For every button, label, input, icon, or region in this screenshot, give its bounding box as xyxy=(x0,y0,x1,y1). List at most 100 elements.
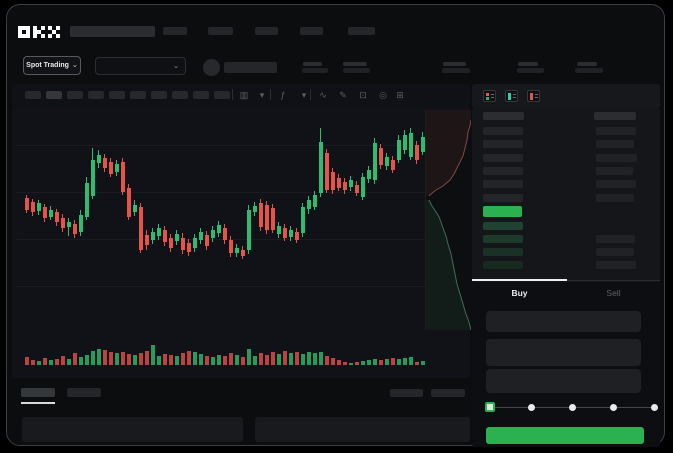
row-mark xyxy=(535,94,538,95)
orderbook-combined-icon[interactable] xyxy=(483,90,496,102)
slider-stop[interactable] xyxy=(650,404,658,411)
total-input-placeholder[interactable] xyxy=(486,369,641,393)
nav-item-placeholder[interactable] xyxy=(300,27,323,35)
okx-logo[interactable]: OKX xyxy=(18,25,60,38)
volume-bar xyxy=(385,359,389,365)
slider-stop[interactable] xyxy=(568,404,576,411)
orderbook-bids-icon[interactable] xyxy=(505,90,518,102)
fullscreen-icon[interactable]: ⊞ xyxy=(396,90,404,100)
volume-bar xyxy=(217,355,221,365)
slider-stop[interactable] xyxy=(527,404,535,411)
timeframe-button[interactable] xyxy=(214,91,230,99)
stat-value-placeholder xyxy=(343,68,370,73)
bid-price-bar[interactable] xyxy=(483,235,523,243)
candle-body xyxy=(241,250,245,256)
volume-bar xyxy=(277,354,281,365)
candle-body xyxy=(121,162,125,192)
ask-price-bar[interactable] xyxy=(483,140,523,148)
chart-type-icon[interactable]: ▥ xyxy=(239,90,249,100)
candle-body xyxy=(97,155,101,163)
candle-body xyxy=(343,182,347,190)
nav-item-placeholder[interactable] xyxy=(255,27,278,35)
price-input-placeholder[interactable] xyxy=(486,311,641,332)
row-mark xyxy=(491,97,494,98)
chevron-down-icon[interactable]: ▾ xyxy=(301,90,307,100)
bid-price-bar[interactable] xyxy=(483,248,523,256)
header-search-placeholder[interactable] xyxy=(70,26,155,37)
candlestick-chart[interactable] xyxy=(12,106,470,378)
buy-submit-button[interactable] xyxy=(486,427,644,444)
bid-amount-bar[interactable] xyxy=(596,261,636,269)
candle-body xyxy=(79,215,83,232)
volume-bar xyxy=(241,357,245,365)
ask-price-bar[interactable] xyxy=(483,180,523,188)
chevron-down-icon[interactable]: ▾ xyxy=(259,90,265,100)
volume-bar xyxy=(343,362,347,365)
gridline xyxy=(17,192,466,193)
active-tab-underline xyxy=(472,279,567,281)
order-history-placeholder[interactable] xyxy=(255,417,470,442)
volume-bar xyxy=(115,353,119,365)
timeframe-button[interactable] xyxy=(46,91,62,99)
bid-mark xyxy=(508,93,511,100)
timeframe-button[interactable] xyxy=(109,91,125,99)
orderbook-asks-icon[interactable] xyxy=(527,90,540,102)
bottom-tab-placeholder[interactable] xyxy=(67,388,101,397)
timeframe-button[interactable] xyxy=(151,91,167,99)
slider-handle[interactable] xyxy=(485,402,495,412)
bid-price-bar[interactable] xyxy=(483,261,523,269)
bid-mark xyxy=(486,97,489,100)
timeframe-button[interactable] xyxy=(130,91,146,99)
bid-price-bar[interactable] xyxy=(483,222,523,230)
candle-body xyxy=(49,210,53,217)
timeframe-button[interactable] xyxy=(25,91,41,99)
tab-buy[interactable]: Buy xyxy=(511,288,528,298)
candle-body xyxy=(403,135,407,150)
tab-sell[interactable]: Sell xyxy=(606,288,621,298)
candle-body xyxy=(373,143,377,180)
volume-bar xyxy=(355,362,359,365)
amount-input-placeholder[interactable] xyxy=(486,339,641,366)
ask-price-bar[interactable] xyxy=(483,127,523,135)
orderbook-amount-header-placeholder xyxy=(594,112,636,120)
market-type-dropdown[interactable]: Spot Trading ⌄ xyxy=(23,56,81,75)
ask-amount-bar[interactable] xyxy=(596,180,636,188)
candle-body xyxy=(409,133,413,157)
timeframe-button[interactable] xyxy=(172,91,188,99)
nav-item-placeholder[interactable] xyxy=(208,27,233,35)
ask-price-bar[interactable] xyxy=(483,154,523,162)
nav-item-placeholder[interactable] xyxy=(348,27,375,35)
market-type-label: Spot Trading xyxy=(26,62,69,69)
timeframe-button[interactable] xyxy=(193,91,209,99)
ask-price-bar[interactable] xyxy=(483,167,523,175)
tab-divider xyxy=(567,280,660,281)
chevron-down-icon: ⌄ xyxy=(173,62,179,70)
candle-body xyxy=(37,203,41,211)
timeframe-button[interactable] xyxy=(88,91,104,99)
bottom-action-placeholder[interactable] xyxy=(390,389,423,397)
indicators-icon[interactable]: ƒ xyxy=(280,90,286,100)
bottom-action-placeholder[interactable] xyxy=(431,389,465,397)
candle-body xyxy=(199,232,203,240)
slider-stop[interactable] xyxy=(609,404,617,411)
draw-icon[interactable]: ✎ xyxy=(339,90,347,100)
candle-body xyxy=(139,207,143,250)
ask-amount-bar[interactable] xyxy=(596,154,637,162)
candle-wick xyxy=(68,218,69,236)
pair-selector-dropdown[interactable]: ⌄ xyxy=(95,57,186,75)
settings-icon[interactable]: ◎ xyxy=(379,90,387,100)
open-orders-placeholder[interactable] xyxy=(22,417,243,442)
line-tool-icon[interactable]: ∿ xyxy=(319,90,327,100)
candle-body xyxy=(145,235,149,245)
bottom-tab-active-placeholder[interactable] xyxy=(21,388,55,397)
ask-amount-bar[interactable] xyxy=(596,140,634,148)
ask-price-bar[interactable] xyxy=(483,194,523,202)
ask-amount-bar[interactable] xyxy=(596,127,636,135)
nav-item-placeholder[interactable] xyxy=(163,27,187,35)
timeframe-button[interactable] xyxy=(67,91,83,99)
ask-amount-bar[interactable] xyxy=(596,194,634,202)
bid-amount-bar[interactable] xyxy=(596,235,635,243)
ask-amount-bar[interactable] xyxy=(596,167,633,175)
bid-amount-bar[interactable] xyxy=(596,248,634,256)
snapshot-icon[interactable]: ⊡ xyxy=(359,90,367,100)
